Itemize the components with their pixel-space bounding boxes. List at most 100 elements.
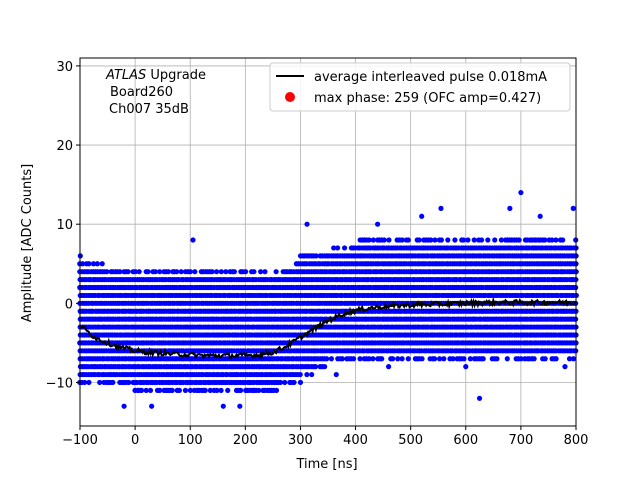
y-tick-label: 10 — [56, 218, 73, 233]
sample-point — [187, 387, 193, 393]
sample-point — [531, 356, 537, 362]
sample-point — [99, 261, 105, 267]
sample-point — [176, 387, 182, 393]
raw-sample-points — [77, 189, 579, 409]
sample-point — [328, 356, 335, 362]
x-tick-label: 400 — [343, 433, 368, 448]
legend-box — [269, 62, 571, 112]
sample-point — [405, 356, 411, 362]
sample-point — [182, 387, 189, 393]
sample-point — [438, 237, 444, 243]
sample-outlier — [149, 403, 155, 409]
x-tick-label: 500 — [398, 433, 423, 448]
sample-outlier — [507, 205, 513, 211]
x-tick-label: 100 — [178, 433, 203, 448]
sample-point — [304, 371, 310, 378]
sample-point — [132, 269, 139, 275]
sample-point — [313, 253, 319, 259]
sample-point — [273, 387, 280, 393]
sample-point — [492, 237, 498, 243]
sample-point — [218, 387, 224, 393]
sample-point — [405, 237, 411, 243]
sample-point — [553, 356, 559, 362]
sample-point — [165, 269, 171, 275]
legend-line-label: average interleaved pulse 0.018mA — [314, 70, 547, 85]
sample-point — [549, 237, 555, 243]
x-tick-label: −100 — [62, 433, 98, 448]
sample-point — [214, 269, 220, 275]
sample-point — [331, 245, 337, 251]
sample-point — [258, 269, 264, 275]
sample-point — [251, 269, 257, 275]
sample-point — [282, 379, 288, 386]
sample-point — [494, 356, 500, 362]
sample-outlier — [419, 213, 425, 219]
sample-point — [370, 356, 376, 362]
y-tick-label: 0 — [65, 297, 73, 312]
x-tick-label: 700 — [508, 433, 533, 448]
sample-outlier — [304, 221, 310, 227]
sample-point — [147, 387, 154, 393]
svg-text:ATLAS Upgrade: ATLAS Upgrade — [105, 68, 206, 83]
sample-point — [445, 237, 451, 243]
sample-point — [86, 261, 92, 267]
sample-point — [441, 356, 447, 362]
sample-point — [313, 364, 319, 370]
sample-point — [570, 356, 577, 362]
sample-point — [478, 237, 485, 243]
sample-outlier — [476, 395, 483, 401]
legend-marker-label: max phase: 259 (OFC amp=0.427) — [314, 91, 541, 106]
legend-marker-swatch — [285, 92, 295, 102]
sample-point — [243, 269, 249, 275]
sample-point — [366, 356, 372, 362]
sample-point — [341, 245, 348, 251]
sample-point — [379, 356, 385, 362]
sample-point — [90, 261, 97, 267]
sample-point — [192, 269, 198, 275]
sample-point — [104, 269, 110, 275]
sample-point — [187, 269, 193, 275]
sample-point — [297, 379, 304, 386]
sample-point — [225, 387, 231, 393]
sample-point — [370, 237, 376, 243]
sample-outlier — [386, 364, 392, 370]
annotation-channel: Ch007 35dB — [109, 102, 189, 117]
sample-outlier — [190, 237, 196, 243]
sample-point — [518, 356, 524, 362]
sample-point — [553, 237, 559, 243]
sample-point — [169, 387, 175, 393]
annotation: ATLAS Upgrade Board260 Ch007 35dB — [105, 68, 206, 117]
sample-point — [86, 379, 92, 386]
sample-point — [79, 261, 86, 267]
sample-point — [542, 356, 548, 362]
sample-point — [485, 237, 491, 243]
sample-point — [399, 237, 405, 243]
sample-point — [223, 269, 229, 275]
sample-point — [202, 387, 208, 393]
sample-point — [82, 379, 88, 386]
x-tick-label: 800 — [564, 433, 589, 448]
sample-point — [174, 269, 180, 275]
sample-point — [381, 237, 387, 243]
average-pulse-line — [79, 296, 577, 361]
sample-point — [125, 269, 131, 275]
sample-point — [256, 387, 262, 393]
sample-point — [309, 371, 315, 378]
sample-point — [322, 364, 328, 370]
sample-point — [334, 245, 341, 251]
sample-point — [97, 379, 103, 386]
y-tick-label: −10 — [46, 376, 73, 391]
y-tick-label: 30 — [56, 60, 73, 75]
sample-point — [117, 269, 123, 275]
y-axis-label: Amplitude [ADC Counts] — [20, 164, 35, 322]
sample-point — [450, 356, 456, 362]
sample-point — [277, 379, 284, 386]
sample-point — [218, 269, 224, 275]
sample-point — [157, 387, 163, 393]
sample-point — [178, 269, 184, 275]
x-tick-label: 300 — [288, 433, 313, 448]
sample-point — [471, 237, 477, 243]
sample-point — [273, 269, 279, 275]
